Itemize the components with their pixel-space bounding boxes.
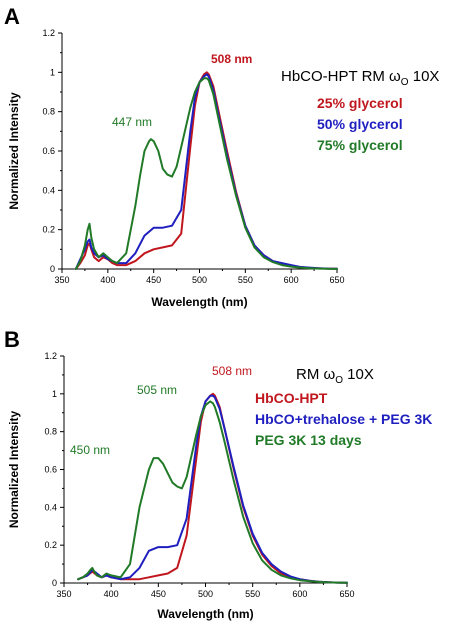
panel-a-y-tick-label: 0.6 bbox=[42, 146, 55, 156]
panel-a-series-line-2 bbox=[74, 73, 338, 270]
panel-a-x-tick-label: 450 bbox=[146, 275, 161, 285]
panel-b-y-tick-label: 0.8 bbox=[44, 427, 57, 437]
panel-b-x-tick-label: 500 bbox=[198, 589, 213, 599]
panel-a-label: A bbox=[4, 4, 20, 29]
panel-b-legend-entry-3: PEG 3K 13 days bbox=[255, 432, 362, 448]
panel-a-series-line-1 bbox=[74, 71, 338, 270]
panel-a-legend-entry-3: 75% glycerol bbox=[317, 137, 403, 153]
panel-b-x-axis-title: Wavelength (nm) bbox=[157, 607, 253, 621]
panel-b-x-tick-label: 450 bbox=[151, 589, 166, 599]
panel-b-peak-annotation-3: 450 nm bbox=[70, 443, 110, 457]
panel-b-y-tick-label: 0.6 bbox=[44, 465, 57, 475]
panel-a-x-tick-label: 400 bbox=[100, 275, 115, 285]
panel-a-y-tick-label: 0.2 bbox=[42, 225, 55, 235]
panel-a-y-axis-title: Normalized Intensity bbox=[7, 92, 21, 210]
panel-a-peak-annotation-2: 447 nm bbox=[112, 115, 152, 129]
panel-b-x-tick-label: 650 bbox=[339, 589, 354, 599]
panel-b-x-tick-label: 550 bbox=[245, 589, 260, 599]
panel-b-legend-entry-1: HbCO-HPT bbox=[255, 390, 328, 406]
panel-b-y-tick-label: 1.2 bbox=[44, 351, 57, 361]
panel-b-series-line-2 bbox=[77, 394, 348, 584]
panel-b-y-axis-title: Normalized Intensity bbox=[7, 410, 21, 528]
panel-a-x-tick-label: 600 bbox=[284, 275, 299, 285]
panel-a-y-tick-label: 1 bbox=[50, 67, 55, 77]
panel-a-series-line-3 bbox=[74, 77, 338, 270]
panel-a-x-axis-title: Wavelength (nm) bbox=[151, 295, 247, 309]
panel-a-y-tick-label: 0 bbox=[50, 264, 55, 274]
panel-a-x-tick-label: 350 bbox=[54, 275, 69, 285]
panel-a-chart: A 0 0.2 0.4 0.6 0.8 1 1.2 350 400 450 500 550 600 650 W… bbox=[4, 4, 439, 309]
panel-b-x-tick-label: 400 bbox=[104, 589, 119, 599]
panel-b-y-tick-label: 0.4 bbox=[44, 502, 57, 512]
panel-a-x-tick-label: 650 bbox=[329, 275, 344, 285]
panel-a-peak-annotation-1: 508 nm bbox=[211, 52, 252, 66]
panel-b-peak-annotation-2: 505 nm bbox=[137, 383, 177, 397]
panel-a-x-tick-label: 500 bbox=[192, 275, 207, 285]
panel-b-x-tick-label: 350 bbox=[56, 589, 71, 599]
panel-a-y-tick-label: 0.8 bbox=[42, 107, 55, 117]
panel-a-legend-entry-1: 25% glycerol bbox=[317, 95, 403, 111]
panel-a-legend-entry-2: 50% glycerol bbox=[317, 116, 403, 132]
panel-a-legend-title: HbCO-HPT RM ωO 10X bbox=[281, 68, 439, 88]
panel-a-y-tick-label: 1.2 bbox=[42, 28, 55, 38]
panel-b-series-line-3 bbox=[77, 400, 348, 584]
panel-b-x-tick-label: 600 bbox=[292, 589, 307, 599]
panel-b-legend-title: RM ωO 10X bbox=[296, 366, 374, 386]
panel-a-y-tick-label: 0.4 bbox=[42, 185, 55, 195]
panel-b-legend-entry-2: HbCO+trehalose + PEG 3K bbox=[255, 411, 432, 427]
panel-b-label: B bbox=[4, 327, 20, 352]
panel-b-y-tick-label: 0 bbox=[52, 578, 57, 588]
panel-b-y-tick-label: 0.2 bbox=[44, 540, 57, 550]
panel-b-chart: B 0 0.2 0.4 0.6 0.8 1 1.2 350 400 450 500 550 600 650 W… bbox=[4, 327, 432, 621]
panel-b-y-tick-label: 1 bbox=[52, 389, 57, 399]
panel-b-peak-annotation-1: 508 nm bbox=[212, 364, 252, 378]
panel-a-x-tick-label: 550 bbox=[238, 275, 253, 285]
